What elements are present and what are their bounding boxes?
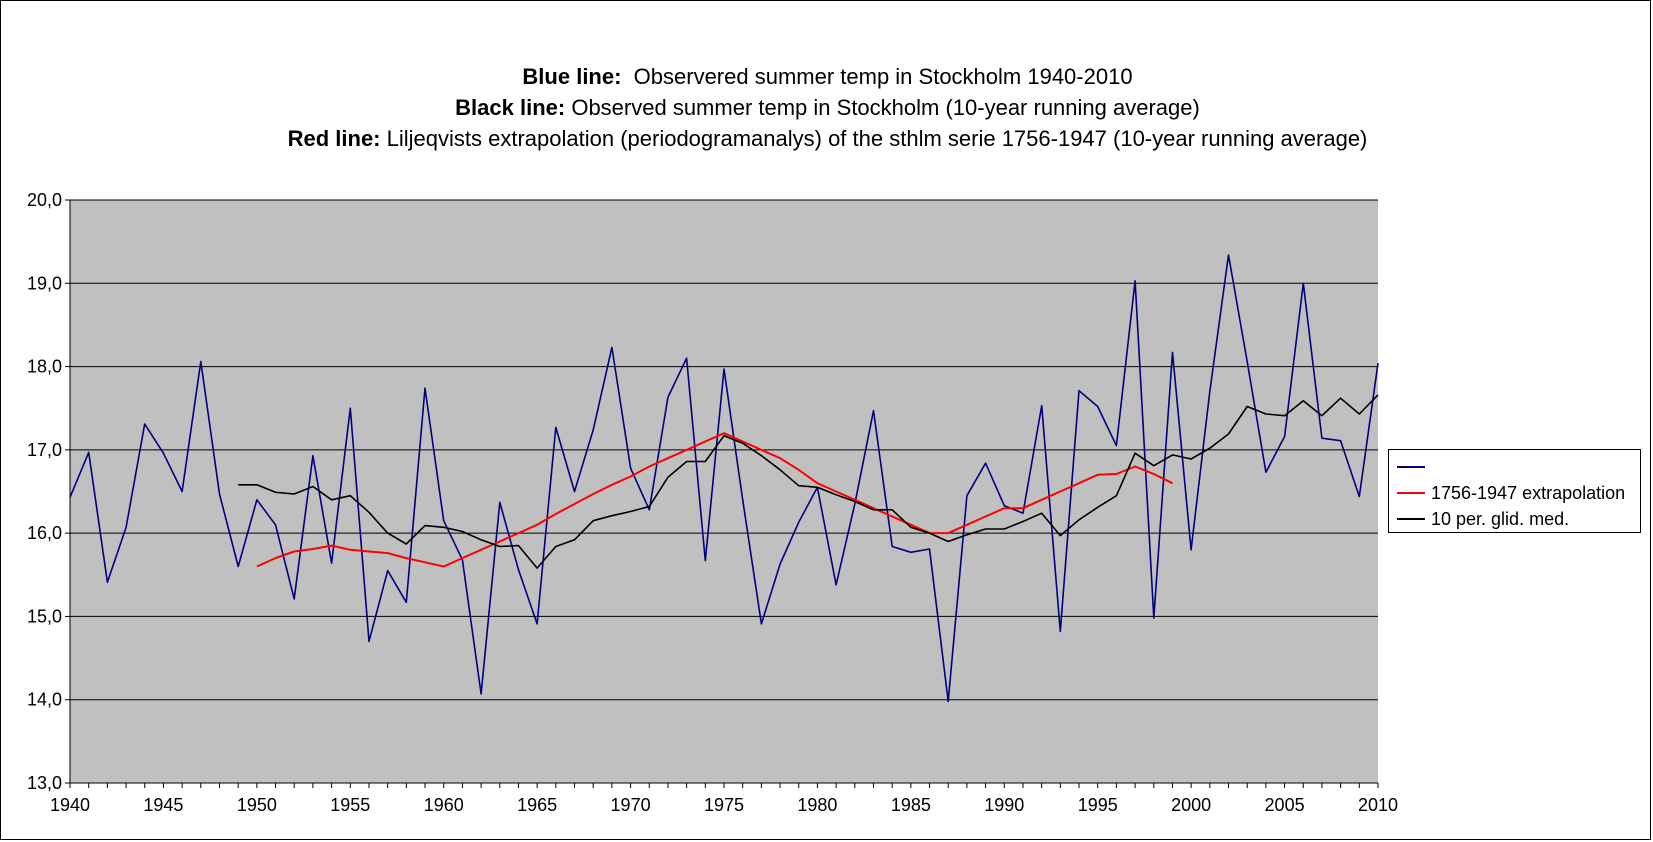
legend-label-extrapolation: 1756-1947 extrapolation: [1431, 483, 1626, 503]
tick-label-y: 13,0: [27, 773, 62, 793]
legend-item-observed: [1389, 454, 1640, 480]
tick-label-x: 1960: [424, 795, 464, 815]
tick-label-y: 17,0: [27, 440, 62, 460]
legend-swatch-extrapolation: [1397, 492, 1425, 494]
series-line-running-average: [238, 394, 1379, 569]
tick-label-y: 16,0: [27, 523, 62, 543]
legend-swatch-observed: [1397, 466, 1425, 468]
title-2-bold: Black line:: [455, 95, 566, 120]
title-2-text: Observed summer temp in Stockholm (10-ye…: [565, 95, 1200, 120]
title-line-2: Black line: Observed summer temp in Stoc…: [1, 92, 1653, 123]
chart-titles: Blue line: Observered summer temp in Sto…: [1, 61, 1653, 154]
tick-label-y: 19,0: [27, 273, 62, 293]
tick-label-x: 1975: [704, 795, 744, 815]
tick-label-x: 1965: [517, 795, 557, 815]
title-1-text: Observered summer temp in Stockholm 1940…: [621, 64, 1133, 89]
tick-label-x: 1950: [237, 795, 277, 815]
legend: 1756-1947 extrapolation 10 per. glid. me…: [1388, 449, 1641, 533]
tick-label-y: 20,0: [27, 190, 62, 210]
title-3-bold: Red line:: [287, 126, 381, 151]
tick-label-y: 14,0: [27, 690, 62, 710]
tick-label-x: 2005: [1265, 795, 1305, 815]
tick-label-x: 1945: [143, 795, 183, 815]
legend-item-running-average: 10 per. glid. med.: [1389, 506, 1640, 532]
title-3-text: Liljeqvists extrapolation (periodograman…: [380, 126, 1368, 151]
series-line-extrapolation: [256, 432, 1173, 568]
plot-area: [70, 200, 1378, 783]
tick-label-x: 2000: [1171, 795, 1211, 815]
title-line-1: Blue line: Observered summer temp in Sto…: [1, 61, 1653, 92]
tick-label-x: 1970: [611, 795, 651, 815]
title-line-3: Red line: Liljeqvists extrapolation (per…: [1, 123, 1653, 154]
tick-label-x: 2010: [1358, 795, 1398, 815]
series-line-observed: [69, 254, 1379, 703]
legend-label-running-average: 10 per. glid. med.: [1431, 509, 1570, 529]
tick-label-x: 1980: [797, 795, 837, 815]
tick-label-x: 1985: [891, 795, 931, 815]
tick-label-x: 1995: [1078, 795, 1118, 815]
tick-label-y: 18,0: [27, 357, 62, 377]
tick-label-y: 15,0: [27, 606, 62, 626]
tick-label-x: 1955: [330, 795, 370, 815]
legend-item-extrapolation: 1756-1947 extrapolation: [1389, 480, 1640, 506]
tick-label-x: 1990: [984, 795, 1024, 815]
title-1-bold: Blue line:: [522, 64, 622, 89]
legend-swatch-running-average: [1397, 518, 1425, 520]
tick-label-x: 1940: [50, 795, 90, 815]
